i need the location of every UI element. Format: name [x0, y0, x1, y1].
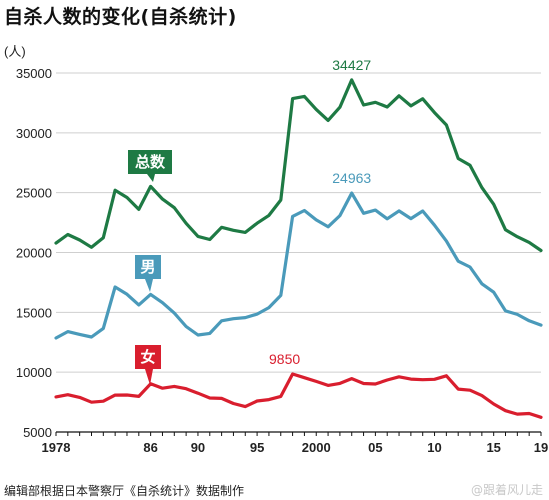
badge-shape — [135, 345, 161, 385]
x-tick-label: 15 — [486, 440, 500, 455]
y-tick-label: 30000 — [16, 126, 52, 141]
y-tick-label: 10000 — [16, 365, 52, 380]
x-tick-label: 86 — [143, 440, 157, 455]
series-line-1 — [54, 191, 543, 340]
badge-label: 女 — [140, 348, 155, 366]
chart-title: 自杀人数的变化(自杀统计) — [4, 6, 237, 28]
x-tick-label: 95 — [250, 440, 264, 455]
x-tick-label: 90 — [191, 440, 205, 455]
data-labels: 34427 总数 24963 男 9850 女 — [128, 57, 371, 385]
y-tick-label: 25000 — [16, 186, 52, 201]
watermark: @跟着风儿走 — [470, 483, 543, 497]
source-note: 编辑部根据日本警察厅《自杀统计》数据制作 — [4, 484, 245, 498]
gridlines — [56, 72, 541, 373]
series-badge: 总数 — [128, 150, 172, 182]
x-tick-label: 10 — [427, 440, 441, 455]
x-tick-label: 2000 — [302, 440, 331, 455]
x-axis: 1978 86 90 95 2000 05 10 15 19 — [42, 431, 548, 455]
y-tick-label: 15000 — [16, 305, 52, 320]
y-unit-label: (人) — [4, 44, 26, 59]
x-tick-label: 19 — [534, 440, 548, 455]
y-tick-label: 35000 — [16, 66, 52, 81]
series-badge: 女 — [135, 345, 161, 385]
y-tick-label: 20000 — [16, 246, 52, 261]
series-line-2 — [54, 372, 543, 419]
badge-shape — [135, 255, 161, 292]
x-tick-label: 1978 — [42, 440, 71, 455]
peak-label: 9850 — [269, 351, 300, 367]
series-line-0 — [54, 78, 543, 253]
series-badge: 男 — [135, 255, 161, 292]
badge-shape — [128, 150, 172, 182]
x-tick-label: 05 — [368, 440, 382, 455]
badge-label: 总数 — [135, 153, 166, 171]
peak-label: 34427 — [332, 57, 371, 73]
peak-label: 24963 — [332, 170, 371, 186]
y-axis-ticks: 5000 10000 15000 20000 25000 30000 35000 — [16, 66, 52, 440]
badge-label: 男 — [140, 258, 155, 276]
series-lines — [54, 78, 543, 419]
y-tick-label: 5000 — [23, 425, 52, 440]
